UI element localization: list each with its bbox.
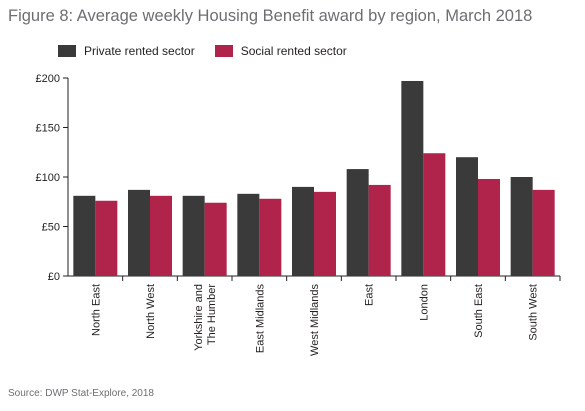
bar-private	[346, 169, 369, 276]
x-tick-label: South East	[473, 284, 485, 338]
legend-item-social: Social rented sector	[214, 44, 347, 58]
bar-social	[532, 189, 555, 276]
legend-swatch-private	[58, 45, 76, 57]
y-tick-label: £50	[42, 222, 60, 234]
x-tick-label: East Midlands	[254, 284, 266, 354]
bar-private	[510, 177, 533, 276]
bar-private	[292, 186, 314, 276]
x-tick-label-line: London	[418, 284, 430, 321]
bar-social	[423, 153, 446, 276]
y-tick-label: £0	[48, 271, 60, 283]
legend-label-private: Private rented sector	[84, 44, 195, 58]
bar-social	[204, 202, 227, 276]
x-tick-label-line: East	[364, 284, 376, 306]
bar-social	[368, 184, 391, 276]
bar-private	[237, 193, 260, 276]
x-tick-label-line: Yorkshire and	[193, 284, 205, 351]
legend-swatch-social	[214, 45, 233, 57]
x-tick-label: London	[418, 284, 430, 321]
x-tick-label-line: South West	[528, 284, 540, 341]
bar-private	[456, 157, 478, 276]
source-note: Source: DWP Stat-Explore, 2018	[8, 388, 154, 399]
y-tick-label: £200	[36, 73, 60, 85]
x-tick-label: Yorkshire andThe Humber	[193, 284, 218, 351]
y-tick-label: £100	[36, 172, 60, 184]
legend: Private rented sector Social rented sect…	[58, 44, 367, 58]
x-tick-label: North East	[90, 284, 102, 336]
x-tick-label-line: South East	[473, 284, 485, 338]
legend-label-social: Social rented sector	[240, 44, 347, 58]
bar-social	[314, 191, 336, 276]
bar-private	[401, 80, 424, 276]
bar-social	[478, 178, 500, 276]
x-tick-label: South West	[528, 284, 540, 341]
x-tick-label-line: The Humber	[206, 284, 218, 345]
bar-private	[73, 195, 96, 276]
bar-private	[182, 195, 205, 276]
x-tick-label: East	[364, 284, 376, 306]
bar-social	[150, 195, 172, 276]
x-tick-label-line: North West	[145, 284, 157, 339]
chart-title: Figure 8: Average weekly Housing Benefit…	[8, 7, 533, 25]
bar-private	[128, 189, 150, 276]
x-tick-label-line: West Midlands	[309, 284, 321, 356]
legend-item-private: Private rented sector	[58, 44, 195, 58]
bar-social	[259, 198, 282, 276]
bar-social	[95, 200, 118, 276]
x-tick-label-line: East Midlands	[254, 284, 266, 354]
x-tick-label: West Midlands	[309, 284, 321, 356]
x-tick-label: North West	[145, 284, 157, 339]
x-tick-label-line: North East	[90, 284, 102, 336]
y-tick-label: £150	[36, 123, 60, 135]
